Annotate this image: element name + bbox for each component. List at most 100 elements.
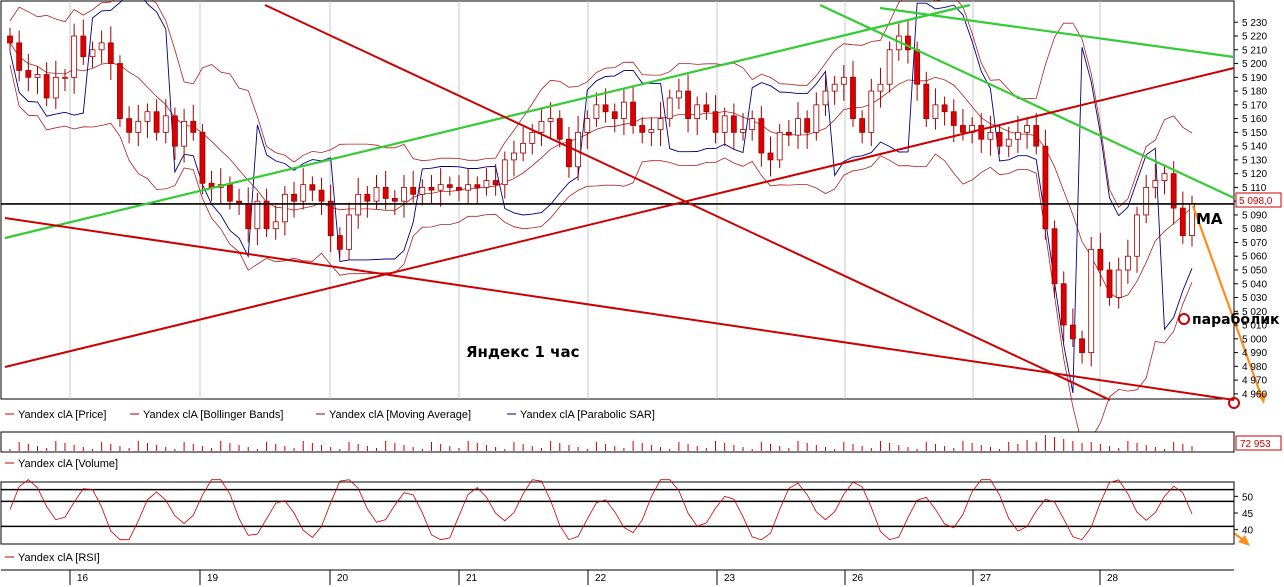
candle-up	[181, 120, 187, 147]
candle-down	[263, 200, 270, 230]
candle-up	[1134, 214, 1140, 257]
candle-up	[300, 184, 307, 202]
candle-down	[950, 111, 957, 126]
parabolic-sar	[9, 0, 1193, 394]
current-price-box	[1235, 192, 1282, 208]
candlesticks	[7, 19, 1195, 367]
candle-down	[639, 125, 646, 133]
current-volume-label: 72 953	[1240, 439, 1271, 450]
candle-up	[740, 129, 746, 133]
price-tick-label: 5 060	[1242, 252, 1267, 263]
price-tick-label: 5 140	[1242, 142, 1267, 153]
candle-down	[382, 187, 389, 199]
candle-up	[666, 97, 673, 120]
candle-up	[584, 118, 591, 133]
candle-down	[1033, 125, 1040, 147]
candle-up	[52, 76, 59, 99]
current-price-label: 5 098,0	[1239, 196, 1273, 207]
price-tick-label: 5 010	[1242, 321, 1267, 332]
candle-up	[272, 221, 279, 230]
price-tick-label: 5 050	[1242, 266, 1267, 277]
price-tick-label: 5 080	[1242, 224, 1267, 235]
candle-down	[611, 111, 618, 120]
forecast-arrow	[1191, 205, 1264, 399]
rsi-forecast-arrow-head	[1238, 535, 1250, 546]
candle-up	[520, 142, 527, 154]
price-tick-label: 5 120	[1242, 169, 1267, 180]
candle-up	[529, 131, 536, 144]
candle-up	[62, 76, 68, 79]
candle-up	[886, 49, 893, 85]
rsi-line	[1, 479, 1234, 541]
candle-up	[346, 214, 352, 250]
candle-up	[749, 118, 756, 131]
candle-down	[630, 101, 636, 126]
rsi-panel	[0, 481, 1235, 545]
candle-down	[923, 83, 930, 120]
volume-panel	[0, 431, 1235, 453]
candle-up	[657, 118, 664, 131]
time-tick-label: 21	[466, 573, 478, 584]
green-resistance	[879, 6, 1235, 59]
candle-up	[281, 193, 288, 223]
candle-down	[245, 203, 252, 230]
volume-bars	[9, 435, 1193, 451]
candle-up	[1152, 180, 1159, 188]
candle-down	[456, 187, 462, 191]
candle-down	[978, 125, 985, 140]
price-tick-label: 5 000	[1242, 334, 1267, 345]
candle-up	[1161, 173, 1168, 181]
sar-marker-icon	[1178, 313, 1190, 325]
candle-up	[465, 184, 472, 191]
candle-up	[877, 83, 884, 92]
candle-up	[483, 180, 490, 188]
candle-up	[419, 187, 426, 195]
time-tick-label: 22	[595, 573, 607, 584]
candle-down	[474, 184, 481, 188]
candle-up	[822, 90, 829, 106]
candle-down	[758, 118, 765, 154]
candle-up	[593, 104, 600, 120]
candle-down	[1079, 338, 1085, 353]
volume-legend-label: Yandex clA [Volume]	[18, 458, 118, 470]
ma-annotation: MA	[1196, 210, 1223, 228]
time-tick-label: 16	[77, 573, 89, 584]
sar-annotation: параболик	[1192, 312, 1280, 328]
candle-up	[71, 35, 78, 78]
candle-up	[1015, 131, 1021, 140]
candle-down	[492, 180, 499, 186]
candle-down	[172, 115, 178, 147]
candle-down	[327, 200, 334, 236]
price-tick-label: 5 220	[1242, 32, 1267, 43]
candle-down	[859, 118, 866, 133]
candle-down	[336, 235, 343, 250]
price-tick-label: 4 980	[1242, 362, 1267, 373]
legend-label: Yandex clA [Bollinger Bands]	[143, 409, 283, 421]
candle-down	[364, 193, 371, 202]
candle-up	[721, 115, 728, 133]
candle-up	[501, 159, 508, 186]
bollinger-upper	[9, 0, 1193, 209]
trend-lines	[1, 3, 1266, 546]
candle-down	[410, 187, 417, 195]
rsi-axis: 50 45 40	[1234, 492, 1254, 537]
price-panel	[0, 0, 1235, 400]
candle-down	[107, 42, 114, 64]
price-tick-label: 5 030	[1242, 293, 1267, 304]
candle-up	[98, 42, 105, 51]
candle-up	[401, 187, 407, 202]
time-tick-label: 28	[1107, 573, 1119, 584]
time-tick-label: 19	[207, 573, 219, 584]
price-tick-label: 5 020	[1242, 307, 1267, 318]
candle-up	[813, 104, 820, 133]
current-volume-box	[1235, 435, 1282, 451]
candle-up	[840, 76, 847, 85]
candle-up	[511, 152, 517, 161]
rsi-legend-label: Yandex clA [RSI]	[18, 552, 100, 564]
forecast-arrow-head	[1256, 392, 1266, 404]
candle-up	[694, 104, 701, 120]
price-tick-label: 4 960	[1242, 389, 1267, 400]
rsi-tick-label: 45	[1242, 509, 1254, 520]
candle-down	[730, 115, 737, 133]
